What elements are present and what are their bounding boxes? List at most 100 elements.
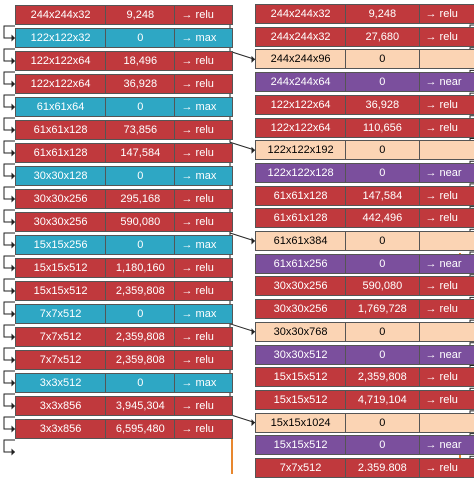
layer-params: 0 — [345, 232, 418, 250]
layer-activation — [419, 141, 474, 159]
layer-activation: → max — [174, 98, 232, 116]
encoder-connector — [4, 118, 15, 130]
layer-shape: 61x61x128 — [256, 209, 345, 227]
layer-shape: 3x3x512 — [16, 374, 105, 392]
layer-activation: → relu — [419, 368, 474, 386]
layer-params: 6,595,480 — [105, 420, 174, 438]
layer-shape: 122x122x192 — [256, 141, 345, 159]
layer-activation: → relu — [174, 121, 232, 139]
encoder-connector — [4, 417, 15, 429]
layer-shape: 244x244x64 — [256, 73, 345, 91]
layer-shape: 7x7x512 — [16, 351, 105, 369]
layer-shape: 122x122x64 — [256, 119, 345, 137]
layer-shape: 15x15x512 — [16, 259, 105, 277]
layer-activation: → relu — [174, 351, 232, 369]
layer-activation: → relu — [419, 28, 474, 46]
layer-shape: 30x30x128 — [16, 167, 105, 185]
layer-shape: 30x30x256 — [256, 277, 345, 295]
encoder-connector — [4, 348, 15, 360]
layer-shape: 244x244x32 — [256, 28, 345, 46]
layer-activation: → relu — [174, 282, 232, 300]
layer-shape: 244x244x32 — [16, 6, 105, 24]
encoder-connector — [4, 302, 15, 314]
encoder-connector — [4, 210, 15, 222]
encoder-connector — [4, 371, 15, 383]
layer-params: 0 — [345, 73, 418, 91]
layer-shape: 15x15x512 — [256, 391, 345, 409]
layer-params: 1,769,728 — [345, 300, 418, 318]
layer-shape: 30x30x256 — [256, 300, 345, 318]
layer-params: 0 — [105, 167, 174, 185]
layer-activation: → relu — [419, 5, 474, 23]
encoder-connector — [4, 72, 15, 84]
layer-shape: 61x61x256 — [256, 255, 345, 273]
layer-params: 0 — [345, 50, 418, 68]
encoder-connector — [4, 164, 15, 176]
layer-params: 590,080 — [345, 277, 418, 295]
encoder-connector — [4, 256, 15, 268]
layer-activation — [419, 414, 474, 432]
encoder-connector — [4, 187, 15, 199]
layer-shape: 3x3x856 — [16, 420, 105, 438]
encoder-connector — [4, 141, 15, 153]
layer-shape: 30x30x256 — [16, 190, 105, 208]
layer-activation: → max — [174, 167, 232, 185]
layer-activation: → near — [419, 346, 474, 364]
layer-shape: 244x244x32 — [256, 5, 345, 23]
layer-params: 9,248 — [345, 5, 418, 23]
layer-activation: → relu — [419, 209, 474, 227]
layer-shape: 15x15x512 — [256, 368, 345, 386]
layer-shape: 30x30x768 — [256, 323, 345, 341]
layer-activation: → relu — [419, 96, 474, 114]
layer-params: 2,359,808 — [105, 328, 174, 346]
layer-shape: 61x61x64 — [16, 98, 105, 116]
layer-shape: 61x61x128 — [16, 121, 105, 139]
layer-shape: 122x122x64 — [16, 75, 105, 93]
layer-params: 0 — [105, 98, 174, 116]
layer-shape: 61x61x128 — [16, 144, 105, 162]
layer-params: 4,719,104 — [345, 391, 418, 409]
layer-activation: → relu — [419, 119, 474, 137]
layer-params: 0 — [105, 374, 174, 392]
layer-params: 0 — [105, 305, 174, 323]
layer-activation: → relu — [419, 277, 474, 295]
encoder-connector — [4, 325, 15, 337]
layer-activation: → relu — [174, 420, 232, 438]
layer-shape: 15x15x1024 — [256, 414, 345, 432]
encoder-connector — [4, 26, 15, 38]
layer-activation: → max — [174, 374, 232, 392]
layer-activation: → max — [174, 236, 232, 254]
layer-params: 2,359,808 — [105, 282, 174, 300]
encoder-connector-arrowhead — [12, 449, 16, 456]
layer-params: 442,496 — [345, 209, 418, 227]
layer-params: 0 — [105, 236, 174, 254]
layer-shape: 30x30x256 — [16, 213, 105, 231]
layer-shape: 122x122x128 — [256, 164, 345, 182]
encoder-connector — [4, 279, 15, 291]
encoder-connector — [4, 394, 15, 406]
layer-shape: 30x30x512 — [256, 346, 345, 364]
layer-activation: → relu — [419, 300, 474, 318]
layer-params: 73,856 — [105, 121, 174, 139]
encoder-connector — [4, 95, 15, 107]
